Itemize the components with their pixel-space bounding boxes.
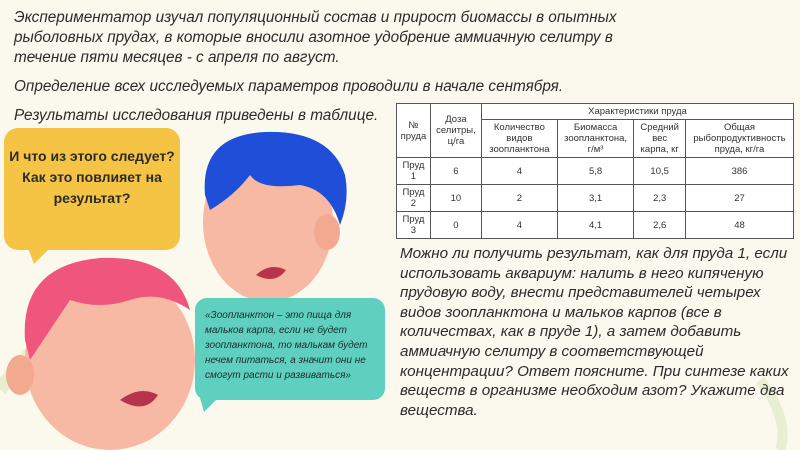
- cell: 3,1: [556, 184, 635, 212]
- header-pond-number: № пруда: [396, 103, 431, 158]
- teal-bubble-tail: [200, 398, 218, 412]
- results-table: № пруда Доза селитры, ц/га Характеристик…: [396, 103, 795, 239]
- cell: 4,1: [556, 211, 635, 239]
- table-row: Пруд 1 6 4 5,8 10,5 386: [396, 157, 795, 185]
- cell: 10: [429, 184, 482, 212]
- header-col: Общая рыбопродуктивность пруда, кг/га: [684, 119, 795, 158]
- cell: Пруд 2: [396, 184, 431, 212]
- cell: 2,3: [633, 184, 686, 212]
- cell: 2,6: [633, 211, 686, 239]
- cell: 386: [684, 157, 795, 185]
- cell: 48: [684, 211, 795, 239]
- intro-text: Экспериментатор изучал популяционный сос…: [14, 8, 624, 135]
- header-col: Биомасса зоопланктона, г/м³: [556, 119, 635, 158]
- cell: Пруд 1: [396, 157, 431, 185]
- cell: 10,5: [633, 157, 686, 185]
- header-col: Количество видов зоопланктона: [480, 119, 558, 158]
- cell: 0: [429, 211, 482, 239]
- cell: 27: [684, 184, 795, 212]
- intro-paragraph-2: Определение всех исследуемых параметров …: [14, 78, 564, 95]
- boy-pink-hair-illustration: [6, 257, 195, 450]
- intro-paragraph-1: Экспериментатор изучал популяционный сос…: [14, 9, 617, 66]
- yellow-speech-bubble: И что из этого следует? Как это повлияет…: [4, 128, 180, 250]
- intro-paragraph-3: Результаты исследования приведены в табл…: [14, 107, 379, 124]
- table-row: Пруд 2 10 2 3,1 2,3 27: [396, 184, 795, 212]
- teal-bubble-text: «Зоопланктон – это пища для мальков карп…: [205, 310, 368, 381]
- question-text: Можно ли получить результат, как для пру…: [400, 245, 789, 419]
- cell: 4: [480, 157, 558, 185]
- teal-speech-bubble: «Зоопланктон – это пища для мальков карп…: [195, 298, 385, 400]
- cell: Пруд 3: [396, 211, 431, 239]
- yellow-bubble-tail: [28, 248, 50, 264]
- table-row: Пруд 3 0 4 4,1 2,6 48: [396, 211, 795, 239]
- cell: 2: [480, 184, 558, 212]
- cell: 5,8: [556, 157, 635, 185]
- cell: 4: [480, 211, 558, 239]
- header-col: Средний вес карпа, кг: [633, 119, 686, 158]
- boy-blue-hair-illustration: [203, 131, 347, 302]
- header-dose: Доза селитры, ц/га: [429, 103, 482, 158]
- cell: 6: [429, 157, 482, 185]
- yellow-bubble-text: И что из этого следует? Как это повлияет…: [9, 148, 175, 206]
- header-pond-characteristics: Характеристики пруда: [480, 103, 795, 120]
